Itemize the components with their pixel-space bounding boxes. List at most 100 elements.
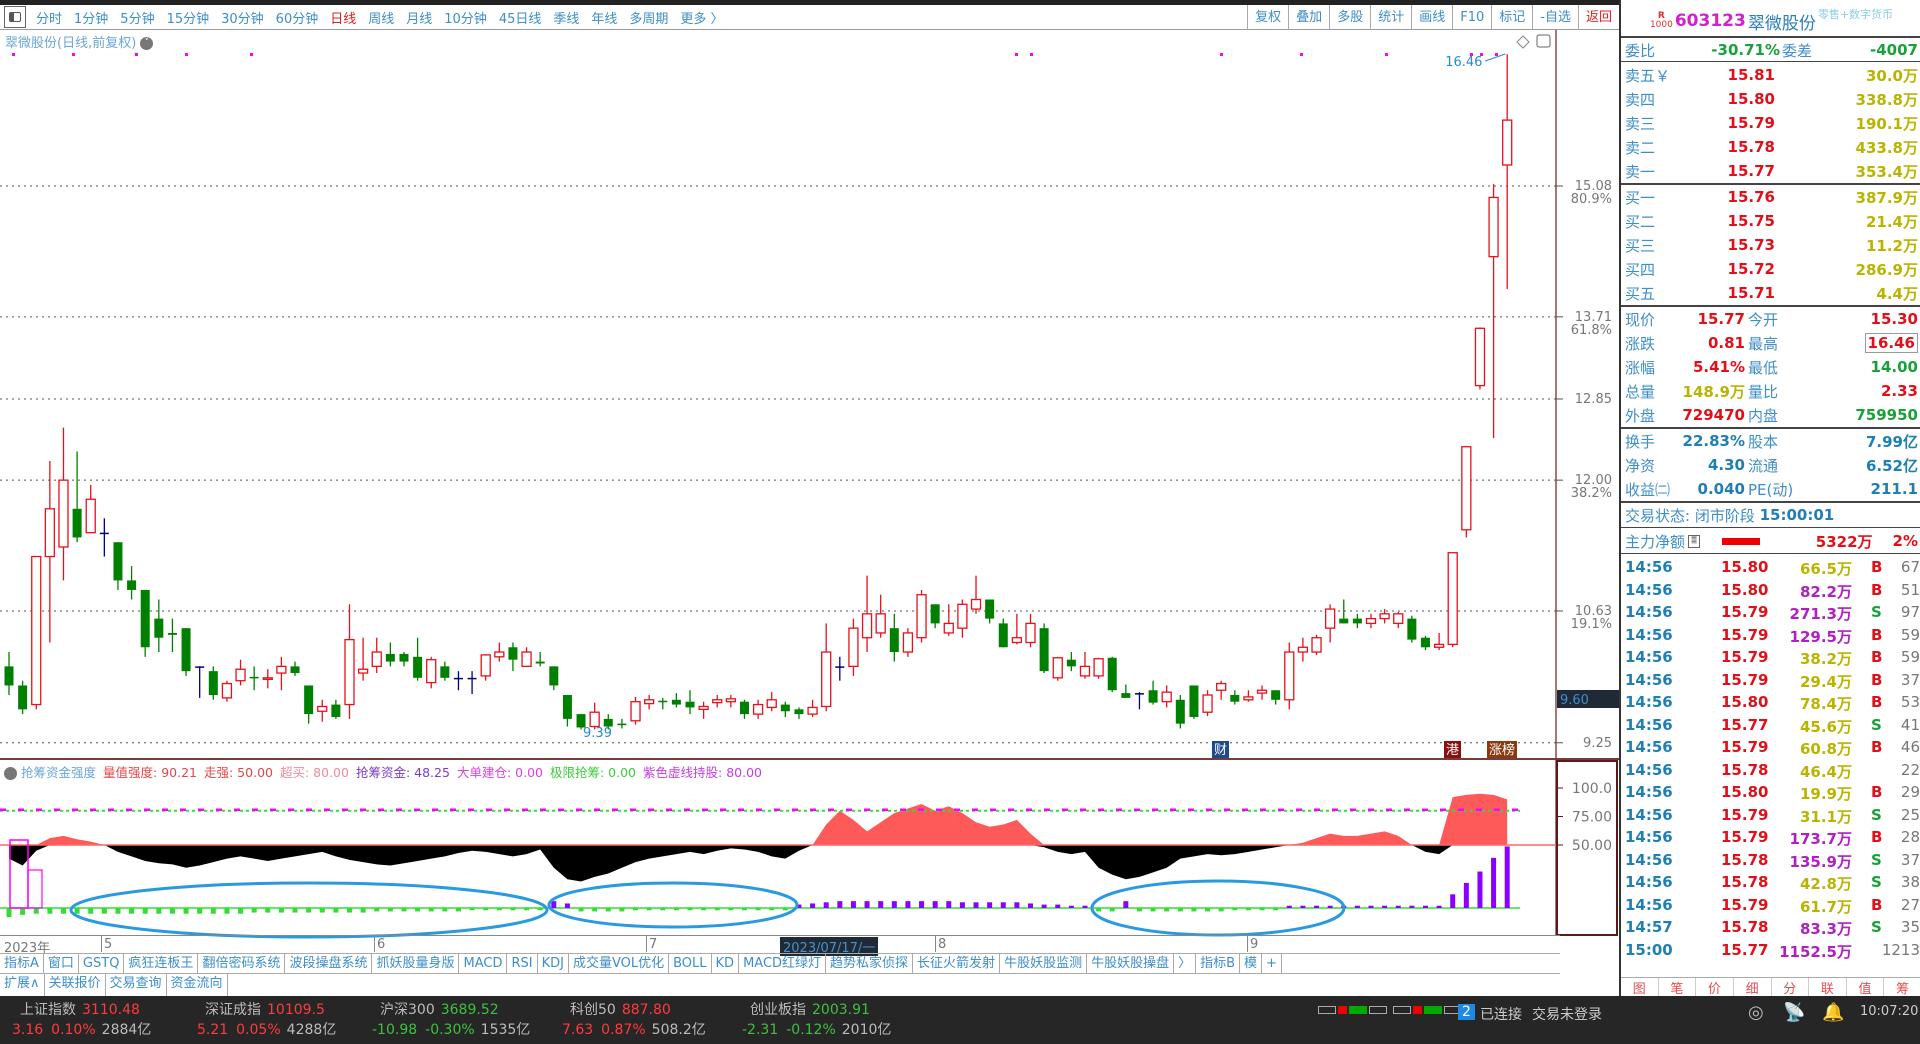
candle[interactable] [1502,54,1513,290]
indicator-tab[interactable]: MACD [459,954,508,973]
candle[interactable] [821,623,832,712]
candle[interactable] [140,589,150,657]
candle[interactable] [957,599,968,638]
quote-tab[interactable]: 筹 [1884,978,1920,997]
candle[interactable] [535,652,545,667]
tool-button[interactable]: 复权 [1247,5,1288,30]
candle[interactable] [467,671,477,695]
candle[interactable] [1079,652,1091,679]
period-tab[interactable]: 60分钟 [275,11,319,27]
candle[interactable] [1488,184,1499,439]
period-tab[interactable]: 季线 [553,11,580,27]
candle[interactable] [1407,615,1417,643]
candle[interactable] [304,685,314,724]
candle[interactable] [617,718,627,729]
candle[interactable] [1256,685,1268,700]
bid-row[interactable]: 买五 15.71 4.4万 [1621,281,1920,305]
candle[interactable] [440,661,450,681]
indicator-tab[interactable]: 〉 [1174,954,1197,973]
period-tab[interactable]: 45日线 [498,11,542,27]
candle[interactable] [276,656,287,691]
period-tab[interactable]: 月线 [406,11,433,27]
candle[interactable] [1121,684,1131,698]
candle[interactable] [752,699,764,719]
quote-tab[interactable]: 细 [1734,978,1772,997]
indicator-tab[interactable]: 抓妖股量身版 [372,954,460,973]
indicator-tab[interactable]: 疯狂连板王 [124,954,199,973]
satellite-icon[interactable]: 📡 [1783,1002,1806,1023]
candle[interactable] [1107,656,1117,693]
candle[interactable] [1324,604,1336,643]
candle[interactable] [1474,327,1486,390]
period-tab[interactable]: 年线 [591,11,618,27]
ask-row[interactable]: 卖三 15.79 190.1万 [1621,111,1920,135]
candle[interactable] [508,642,518,672]
indicator-tab[interactable]: KD [712,954,740,973]
candle[interactable] [127,566,137,600]
tool-button[interactable]: 叠加 [1288,5,1329,30]
candle[interactable] [317,699,328,722]
candle[interactable] [167,618,177,653]
period-tab[interactable]: 更多 〉 [680,11,724,27]
candle[interactable] [44,461,56,643]
trade-login-status[interactable]: 交易未登录 [1532,1007,1602,1023]
indicator-tab[interactable]: KDJ [538,954,569,973]
candle[interactable] [916,589,927,643]
period-tab[interactable]: 分时 [36,11,63,27]
candle[interactable] [943,604,954,636]
ask-row[interactable]: 卖二 15.78 433.8万 [1621,135,1920,159]
candle[interactable] [1039,623,1049,674]
indicator-dropdown-icon[interactable] [4,767,17,780]
panel-toggle-icon[interactable] [4,6,26,28]
indicator-tab[interactable]: BOLL [669,954,712,973]
candle[interactable] [902,628,914,657]
candle[interactable] [249,666,259,691]
candle[interactable] [181,628,191,676]
extension-tab[interactable]: 交易查询 [106,974,167,996]
candle[interactable] [1243,690,1254,702]
candle[interactable] [970,575,982,614]
candle[interactable] [344,604,355,719]
candle[interactable] [985,599,995,624]
candle[interactable] [766,692,777,712]
bid-row[interactable]: 买三 15.73 11.2万 [1621,233,1920,257]
candle[interactable] [685,690,695,715]
candle[interactable] [331,699,341,719]
candle[interactable] [1175,695,1185,729]
candle[interactable] [794,707,804,719]
bid-row[interactable]: 买二 15.75 21.4万 [1621,209,1920,233]
candle[interactable] [712,695,723,708]
tool-button[interactable]: 画线 [1411,5,1452,30]
candle[interactable] [835,656,845,681]
ask-row[interactable]: 卖一 15.77 353.4万 [1621,159,1920,183]
quote-tab[interactable]: 价 [1696,978,1734,997]
candle[interactable] [1230,690,1240,705]
candle[interactable] [780,701,790,717]
indicator-tab[interactable]: 牛股妖股操盘 [1087,954,1175,973]
indicator-tab[interactable]: 牛股妖股监测 [1000,954,1088,973]
candle[interactable] [371,637,382,674]
candle[interactable] [58,427,69,581]
candle[interactable] [848,618,859,676]
candle[interactable] [1025,613,1036,648]
market-index[interactable]: 沪深300 3689.52 -10.98 -0.30% 1535亿 [372,1000,530,1040]
bid-row[interactable]: 买四 15.72 286.9万 [1621,257,1920,281]
quote-tab[interactable]: 笔 [1659,978,1697,997]
candle[interactable] [453,671,463,691]
indicator-tab[interactable]: 模 [1240,954,1263,973]
candle[interactable] [221,680,233,702]
period-tab[interactable]: 1分钟 [74,11,109,27]
indicator-tab[interactable]: 长征火箭发射 [913,954,1001,973]
quote-tab[interactable]: 分 [1772,978,1810,997]
period-tab[interactable]: 多周期 [629,11,669,27]
candle[interactable] [875,594,886,638]
candle[interactable] [1052,656,1063,681]
period-tab[interactable]: 15分钟 [166,11,210,27]
tool-button[interactable]: 标记 [1491,5,1532,30]
candle[interactable] [1011,613,1023,645]
candle[interactable] [1420,635,1430,651]
candle[interactable] [99,518,109,557]
candle[interactable] [930,604,940,629]
candle[interactable] [72,451,82,543]
candle[interactable] [1393,611,1404,629]
